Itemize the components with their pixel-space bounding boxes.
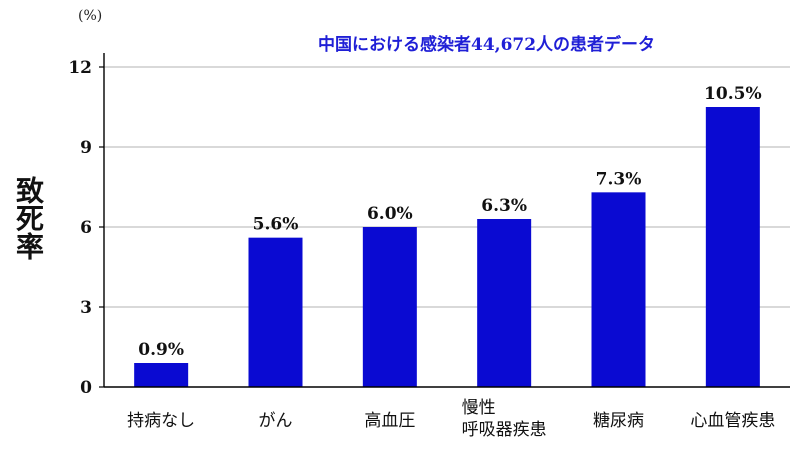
y-axis-unit: (%) [78, 8, 103, 24]
bar [134, 363, 189, 387]
y-tick-label: 9 [80, 138, 92, 158]
data-label: 7.3% [596, 169, 642, 189]
x-tick-label: 慢性呼吸器疾患 [462, 397, 547, 440]
data-label: 6.3% [481, 196, 527, 216]
y-tick-label: 0 [80, 378, 92, 398]
x-tick-label: 心血管疾患 [690, 411, 775, 431]
bar [591, 192, 646, 387]
data-label: 10.5% [704, 84, 762, 104]
x-tick-label: 糖尿病 [593, 411, 644, 431]
y-axis-label: 致死率 [12, 176, 45, 260]
data-label: 0.9% [138, 340, 184, 360]
data-label: 6.0% [367, 204, 413, 224]
chart-title: 中国における感染者44,672人の患者データ [318, 35, 656, 55]
x-tick-label: がん [259, 411, 293, 431]
x-tick-label: 持病なし [127, 411, 195, 431]
x-tick-label: 高血圧 [364, 411, 415, 431]
bar [477, 219, 532, 387]
bar [362, 227, 417, 387]
bar [705, 107, 760, 387]
data-label: 5.6% [253, 215, 299, 235]
y-tick-label: 6 [80, 218, 92, 238]
bar [248, 237, 303, 387]
y-tick-label: 12 [68, 58, 92, 78]
y-tick-label: 3 [80, 298, 92, 318]
